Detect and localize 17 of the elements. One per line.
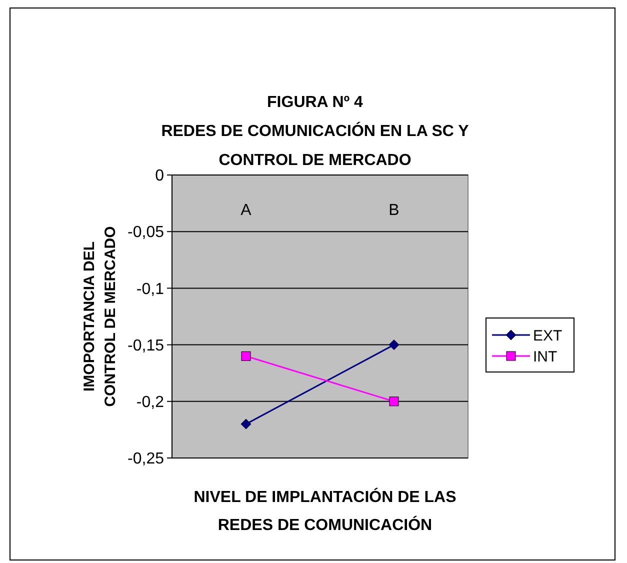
x-axis-title: NIVEL DE IMPLANTACIÓN DE LAS REDES DE COMUNICACIÓN [194, 487, 457, 534]
point [241, 351, 251, 361]
point [240, 418, 252, 430]
y-tick-label: 0 [155, 168, 164, 185]
y-tick-label: -0,25 [128, 450, 164, 468]
point [389, 396, 399, 406]
y-tick-label: -0,2 [136, 394, 164, 411]
chart-title: FIGURA Nº 4 REDES DE COMUNICACIÓN EN LA SC Y CONTROL DE MERCADO [161, 94, 470, 169]
y-axis-title: IMOPORTANCIA DEL CONTROL DE MERCADO [81, 226, 119, 407]
y-tick-label: -0,15 [128, 337, 164, 354]
x-tick-label: B [388, 202, 400, 219]
point [388, 340, 400, 350]
legend-label: INT [533, 348, 558, 366]
y-tick-label: -0,1 [136, 280, 164, 298]
legend-label: EXT [533, 327, 562, 344]
y-tick-label: -0,05 [128, 224, 164, 242]
x-tick-label: A [240, 202, 252, 219]
